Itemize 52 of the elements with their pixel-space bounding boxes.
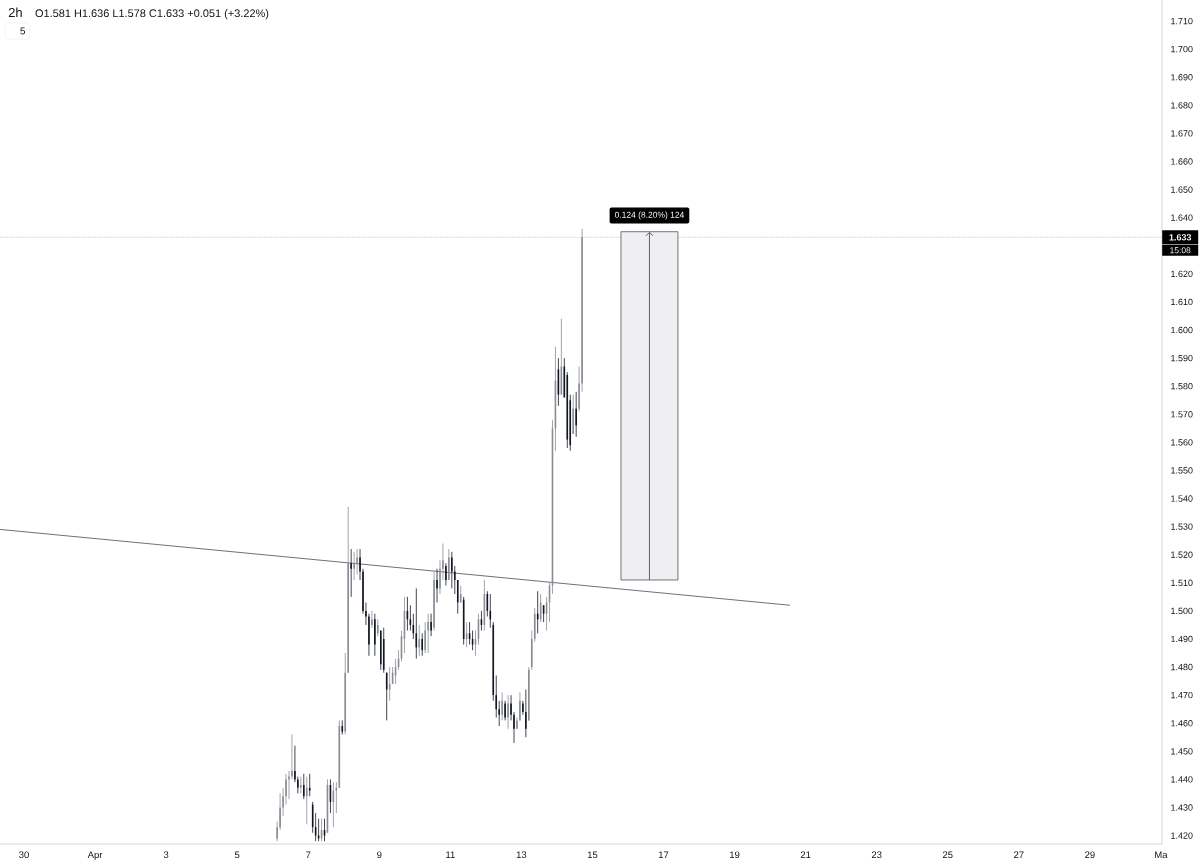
y-tick-label: 1.430: [1171, 804, 1193, 811]
y-tick-label: 1.550: [1171, 467, 1193, 474]
data-label: 0.124 (8.20%) 124: [614, 211, 685, 220]
x-tick-label: 3: [163, 851, 169, 859]
y-tick-label: 1.450: [1171, 748, 1193, 755]
x-tick-label: 7: [306, 851, 311, 858]
y-tick-label: 1.500: [1171, 607, 1193, 615]
y-tick-label: 1.620: [1171, 270, 1193, 278]
y-tick-label: 1.680: [1171, 102, 1193, 109]
x-tick-label: 30: [19, 851, 29, 859]
y-tick-label: 1.440: [1171, 776, 1193, 783]
x-tick-label: Apr: [87, 851, 103, 860]
x-tick-label: 13: [516, 851, 527, 859]
x-tick-label: 27: [1014, 851, 1024, 858]
x-tick-label: 25: [942, 851, 953, 859]
y-tick-label: 1.590: [1171, 354, 1193, 362]
x-tick-label: 11: [446, 851, 455, 858]
y-tick-label: 1.520: [1171, 551, 1193, 558]
y-tick-label: 1.610: [1171, 298, 1193, 306]
x-tick-label: 23: [871, 851, 882, 859]
y-tick-label: 1.510: [1171, 579, 1193, 586]
x-tick-label: 5: [234, 851, 240, 859]
annotation: 5: [20, 27, 26, 35]
x-tick-label: 21: [800, 851, 811, 858]
y-tick-label: 1.650: [1171, 186, 1193, 193]
y-tick-label: 1.560: [1171, 439, 1193, 446]
y-tick-label: 1.580: [1171, 383, 1193, 390]
y-tick-label: 1.640: [1171, 214, 1193, 221]
y-tick-label: 1.460: [1171, 720, 1193, 727]
y-tick-label: 1.490: [1171, 635, 1193, 643]
x-tick-label: Ma: [1155, 851, 1168, 859]
y-tick-label: 1.530: [1171, 523, 1193, 530]
x-tick-label: 15: [587, 851, 598, 859]
y-tick-label: 1.710: [1171, 17, 1193, 25]
y-tick-label: 1.690: [1171, 74, 1193, 81]
text: 15:08: [1170, 247, 1191, 254]
x-tick-label: 19: [730, 851, 740, 859]
ref-line-label: 1.633: [1169, 234, 1192, 241]
y-tick-label: 1.670: [1171, 130, 1193, 137]
y-tick-label: 1.470: [1171, 691, 1193, 699]
y-tick-label: 1.480: [1171, 663, 1193, 671]
x-tick-label: 29: [1085, 851, 1095, 859]
y-tick-label: 1.420: [1171, 832, 1193, 839]
chart-title: 2h: [8, 7, 22, 17]
y-tick-label: 1.600: [1171, 326, 1193, 334]
y-tick-label: 1.570: [1171, 411, 1193, 418]
x-tick-label: 17: [658, 851, 669, 858]
y-tick-label: 1.700: [1171, 45, 1193, 53]
y-tick-label: 1.660: [1171, 158, 1193, 165]
text: O1.581 H1.636 L1.578 C1.633 +0.051 (+3.22%): [35, 9, 269, 20]
y-tick-label: 1.540: [1171, 495, 1193, 502]
x-tick-label: 9: [377, 851, 382, 859]
